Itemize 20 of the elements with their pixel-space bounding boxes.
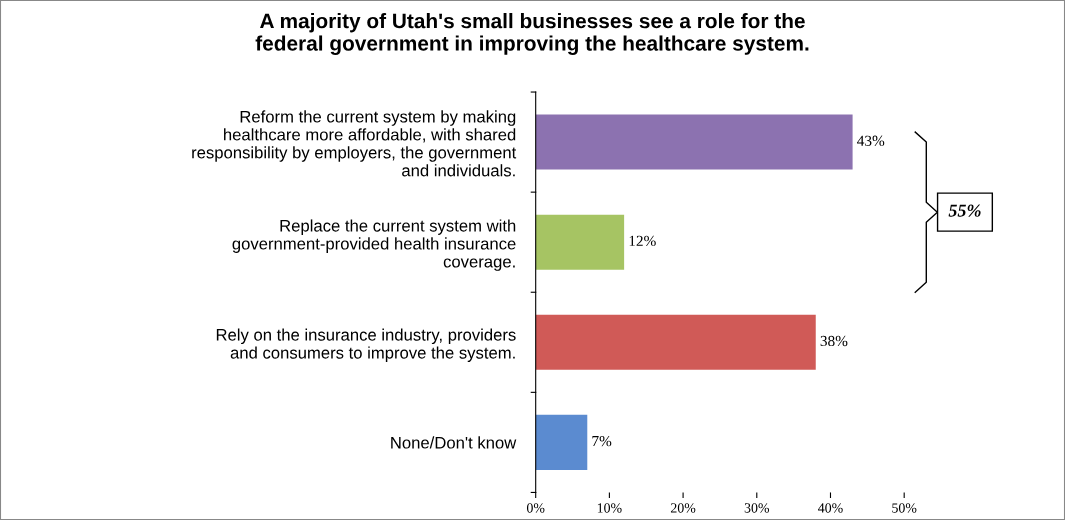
x-tick-label: 10% [597, 503, 622, 513]
data-label: 12% [629, 235, 656, 247]
data-label: 7% [592, 435, 612, 447]
bar [535, 414, 588, 470]
y-tick-label: Reform the current system by making healthcare more affordable, with shared responsibility by employers, the government and individuals. [192, 110, 517, 177]
text: 55% [948, 204, 981, 217]
x-tick-label: 30% [744, 503, 770, 513]
y-tick-label: None/Don't know [391, 436, 517, 449]
x-tick-label: 40% [818, 503, 843, 513]
x-tick-label: 0% [526, 503, 545, 513]
data-label: 38% [820, 335, 848, 347]
y-tick-label: Rely on the insurance industry, providers and consumers to improve the system. [216, 328, 516, 362]
x-tick-label: 20% [670, 503, 696, 513]
bar [535, 314, 816, 370]
chart-title: A majority of Utah's small businesses see a role for the federal government in improving the healthcare system. [255, 13, 809, 55]
data-label: 43% [857, 135, 885, 146]
bar [535, 114, 853, 170]
y-tick-label: Replace the current system with government-provided health insurance coverage. [232, 219, 516, 271]
bar [535, 214, 625, 270]
x-tick-label: 50% [892, 503, 917, 513]
